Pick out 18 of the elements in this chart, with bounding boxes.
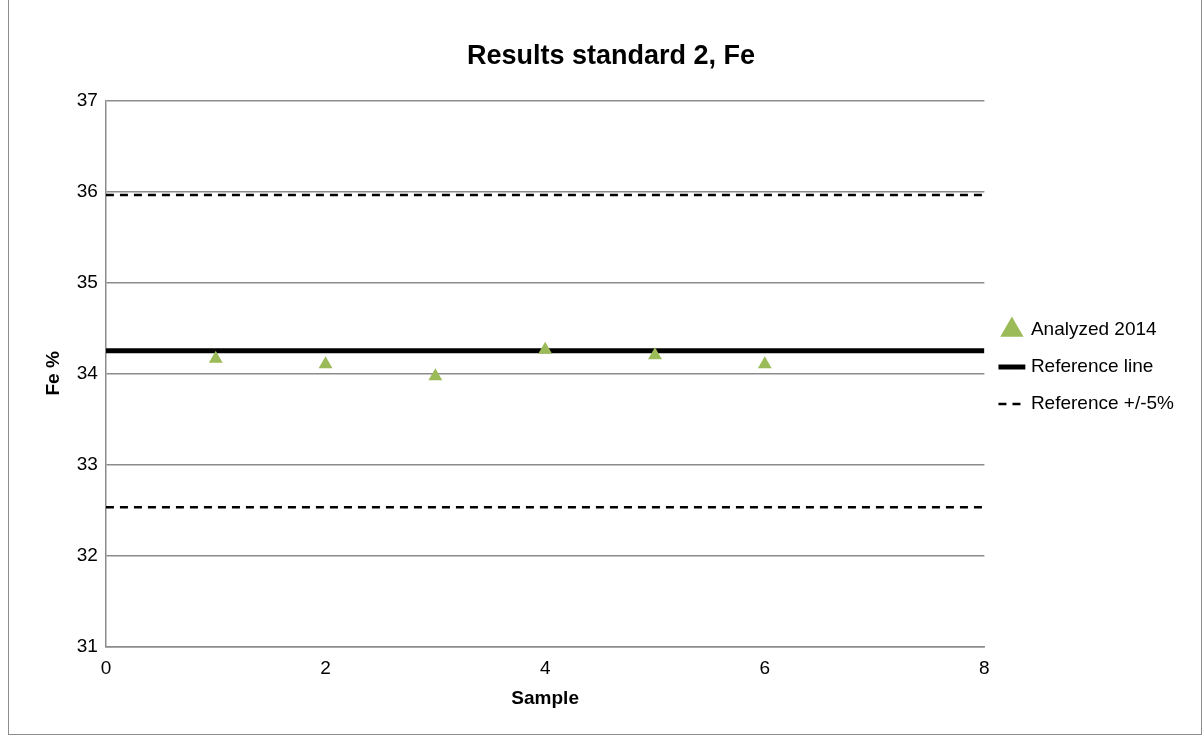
y-tick-label: 31 bbox=[76, 634, 98, 656]
x-tick-label: 6 bbox=[759, 657, 771, 679]
chart-title: Results standard 2, Fe bbox=[466, 39, 756, 70]
x-axis-title: Sample bbox=[511, 686, 579, 708]
y-tick-label: 36 bbox=[76, 179, 98, 201]
x-tick-label: 2 bbox=[320, 657, 331, 679]
y-tick-label: 32 bbox=[76, 543, 98, 565]
y-tick-label: 34 bbox=[76, 361, 99, 383]
legend-label: Reference +/-5% bbox=[1030, 392, 1175, 414]
x-tick-label: 8 bbox=[979, 657, 990, 679]
x-tick-label: 4 bbox=[539, 657, 551, 679]
y-tick-label: 33 bbox=[76, 452, 98, 474]
y-tick-label: 35 bbox=[76, 270, 98, 292]
legend-label: Analyzed 2014 bbox=[1030, 318, 1158, 340]
y-tick-label: 37 bbox=[76, 88, 98, 110]
legend-label: Reference line bbox=[1030, 355, 1154, 377]
y-axis-title: Fe % bbox=[41, 351, 63, 396]
x-tick-label: 0 bbox=[100, 657, 112, 679]
